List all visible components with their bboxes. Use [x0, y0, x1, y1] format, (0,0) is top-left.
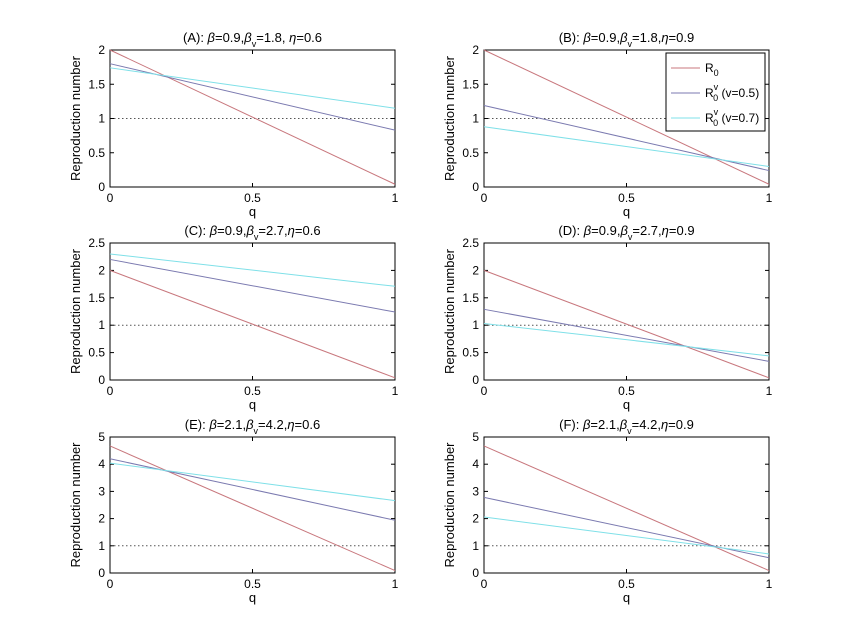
x-tick-label: 1 [392, 577, 399, 591]
y-tick-label: 2.5 [462, 236, 479, 250]
y-tick-label: 0 [98, 566, 105, 580]
series-line-rv07 [109, 67, 396, 109]
y-axis-label: Reproduction number [68, 55, 83, 181]
y-tick-label: 2 [98, 263, 105, 277]
plot-area [109, 242, 396, 381]
x-axis-label: q [249, 397, 256, 412]
panel-title: (B): β=0.9,βv=1.8,η=0.9 [559, 30, 694, 49]
x-tick-label: 1 [766, 577, 773, 591]
panel-title: (A): β=0.9,βv=1.8, η=0.6 [183, 30, 322, 49]
panel-title: (C): β=0.9,βv=2.7,η=0.6 [184, 223, 320, 242]
y-tick-label: 1.5 [462, 77, 479, 91]
series-line-r0 [109, 445, 396, 572]
x-tick-label: 0 [107, 577, 114, 591]
panel-title: (D): β=0.9,βv=2.7,η=0.9 [558, 223, 694, 242]
y-tick-label: 5 [98, 430, 105, 444]
x-axis-label: q [623, 590, 630, 605]
series-line-r0 [109, 49, 396, 185]
x-tick-label: 0.5 [244, 577, 261, 591]
y-axis-label: Reproduction number [68, 442, 83, 568]
y-axis-label: Reproduction number [442, 55, 457, 181]
series-line-r0 [109, 269, 396, 379]
series-line-rv05 [483, 308, 770, 362]
y-tick-label: 1 [472, 539, 479, 553]
x-tick-label: 1 [392, 384, 399, 398]
panel-e: 0 0.5 1 0 1 2 3 4 5 q Reproduction number (E): β=2.… [68, 417, 399, 605]
x-tick-label: 0.5 [618, 577, 635, 591]
y-tick-label: 3 [98, 484, 105, 498]
series-line-rv07 [483, 126, 770, 167]
x-tick-label: 0.5 [244, 384, 261, 398]
y-tick-label: 0 [98, 373, 105, 387]
series-line-rv07 [483, 516, 770, 555]
legend: R0 Rv 0 (v=0.5) Rv 0 (v=0.7) [665, 52, 766, 132]
y-tick-label: 2 [472, 512, 479, 526]
series-line-r0 [483, 445, 770, 572]
plot-area [483, 242, 770, 381]
y-tick-label: 5 [472, 430, 479, 444]
series-line-rv07 [109, 462, 396, 502]
x-tick-label: 0.5 [618, 384, 635, 398]
y-axis-label: Reproduction number [442, 442, 457, 568]
x-tick-label: 0 [107, 384, 114, 398]
series-line-r0 [483, 49, 770, 185]
x-tick-label: 1 [392, 191, 399, 205]
y-tick-label: 0.5 [462, 146, 479, 160]
y-tick-label: 2 [98, 512, 105, 526]
panel-b: 0 0.5 1 0 0.5 1 1.5 2 q Reproduction number (B): β… [442, 30, 773, 219]
y-tick-label: 0 [472, 180, 479, 194]
y-tick-label: 3 [472, 484, 479, 498]
legend-entry-rv07: Rv 0 (v=0.7) [705, 107, 759, 128]
y-tick-label: 1 [98, 539, 105, 553]
x-tick-label: 0.5 [244, 191, 261, 205]
x-tick-label: 1 [766, 191, 773, 205]
panel-c: 0 0.5 1 0 0.5 1 1.5 2 2.5 q Reproduction number (C)… [68, 223, 399, 412]
y-tick-label: 2.5 [88, 236, 105, 250]
y-tick-label: 1.5 [88, 77, 105, 91]
legend-entry-r0: R0 [705, 61, 719, 78]
y-tick-label: 0 [472, 373, 479, 387]
y-tick-label: 2 [98, 43, 105, 57]
y-tick-label: 1 [98, 318, 105, 332]
panel-f: 0 0.5 1 0 1 2 3 4 5 q Reproduction number (F): β=2.… [442, 417, 773, 605]
panel-d: 0 0.5 1 0 0.5 1 1.5 2 2.5 q Reproduction number (D)… [442, 223, 773, 412]
y-tick-label: 1 [472, 112, 479, 126]
panel-a: 0 0.5 1 0 0.5 1 1.5 2 q Reproduction number (A): β… [68, 30, 399, 219]
x-axis-label: q [249, 204, 256, 219]
x-tick-label: 0 [481, 577, 488, 591]
y-tick-label: 0.5 [88, 346, 105, 360]
x-axis-label: q [623, 397, 630, 412]
y-tick-label: 0 [98, 180, 105, 194]
plot-area [109, 436, 396, 574]
x-tick-label: 0 [107, 191, 114, 205]
x-tick-label: 0 [481, 384, 488, 398]
y-axis-label: Reproduction number [442, 248, 457, 374]
y-tick-label: 2 [472, 263, 479, 277]
series-line-r0 [483, 269, 770, 379]
x-tick-label: 0 [481, 191, 488, 205]
y-tick-label: 1.5 [462, 291, 479, 305]
y-tick-label: 1.5 [88, 291, 105, 305]
series-line-rv07 [109, 253, 396, 287]
y-tick-label: 0 [472, 566, 479, 580]
series-line-rv05 [109, 258, 396, 313]
panel-title: (E): β=2.1,βv=4.2,η=0.6 [185, 417, 320, 436]
y-tick-label: 0.5 [462, 346, 479, 360]
y-tick-label: 1 [472, 318, 479, 332]
y-tick-label: 2 [472, 43, 479, 57]
y-tick-label: 1 [98, 112, 105, 126]
y-tick-label: 0.5 [88, 146, 105, 160]
legend-entry-rv05: Rv 0 (v=0.5) [705, 82, 759, 103]
x-tick-label: 0.5 [618, 191, 635, 205]
x-tick-label: 1 [766, 384, 773, 398]
panel-title: (F): β=2.1,βv=4.2,η=0.9 [559, 417, 694, 436]
y-tick-label: 4 [472, 457, 479, 471]
y-axis-label: Reproduction number [68, 248, 83, 374]
plot-area [483, 436, 770, 574]
x-axis-label: q [623, 204, 630, 219]
y-tick-label: 4 [98, 457, 105, 471]
x-axis-label: q [249, 590, 256, 605]
series-line-rv07 [483, 323, 770, 357]
